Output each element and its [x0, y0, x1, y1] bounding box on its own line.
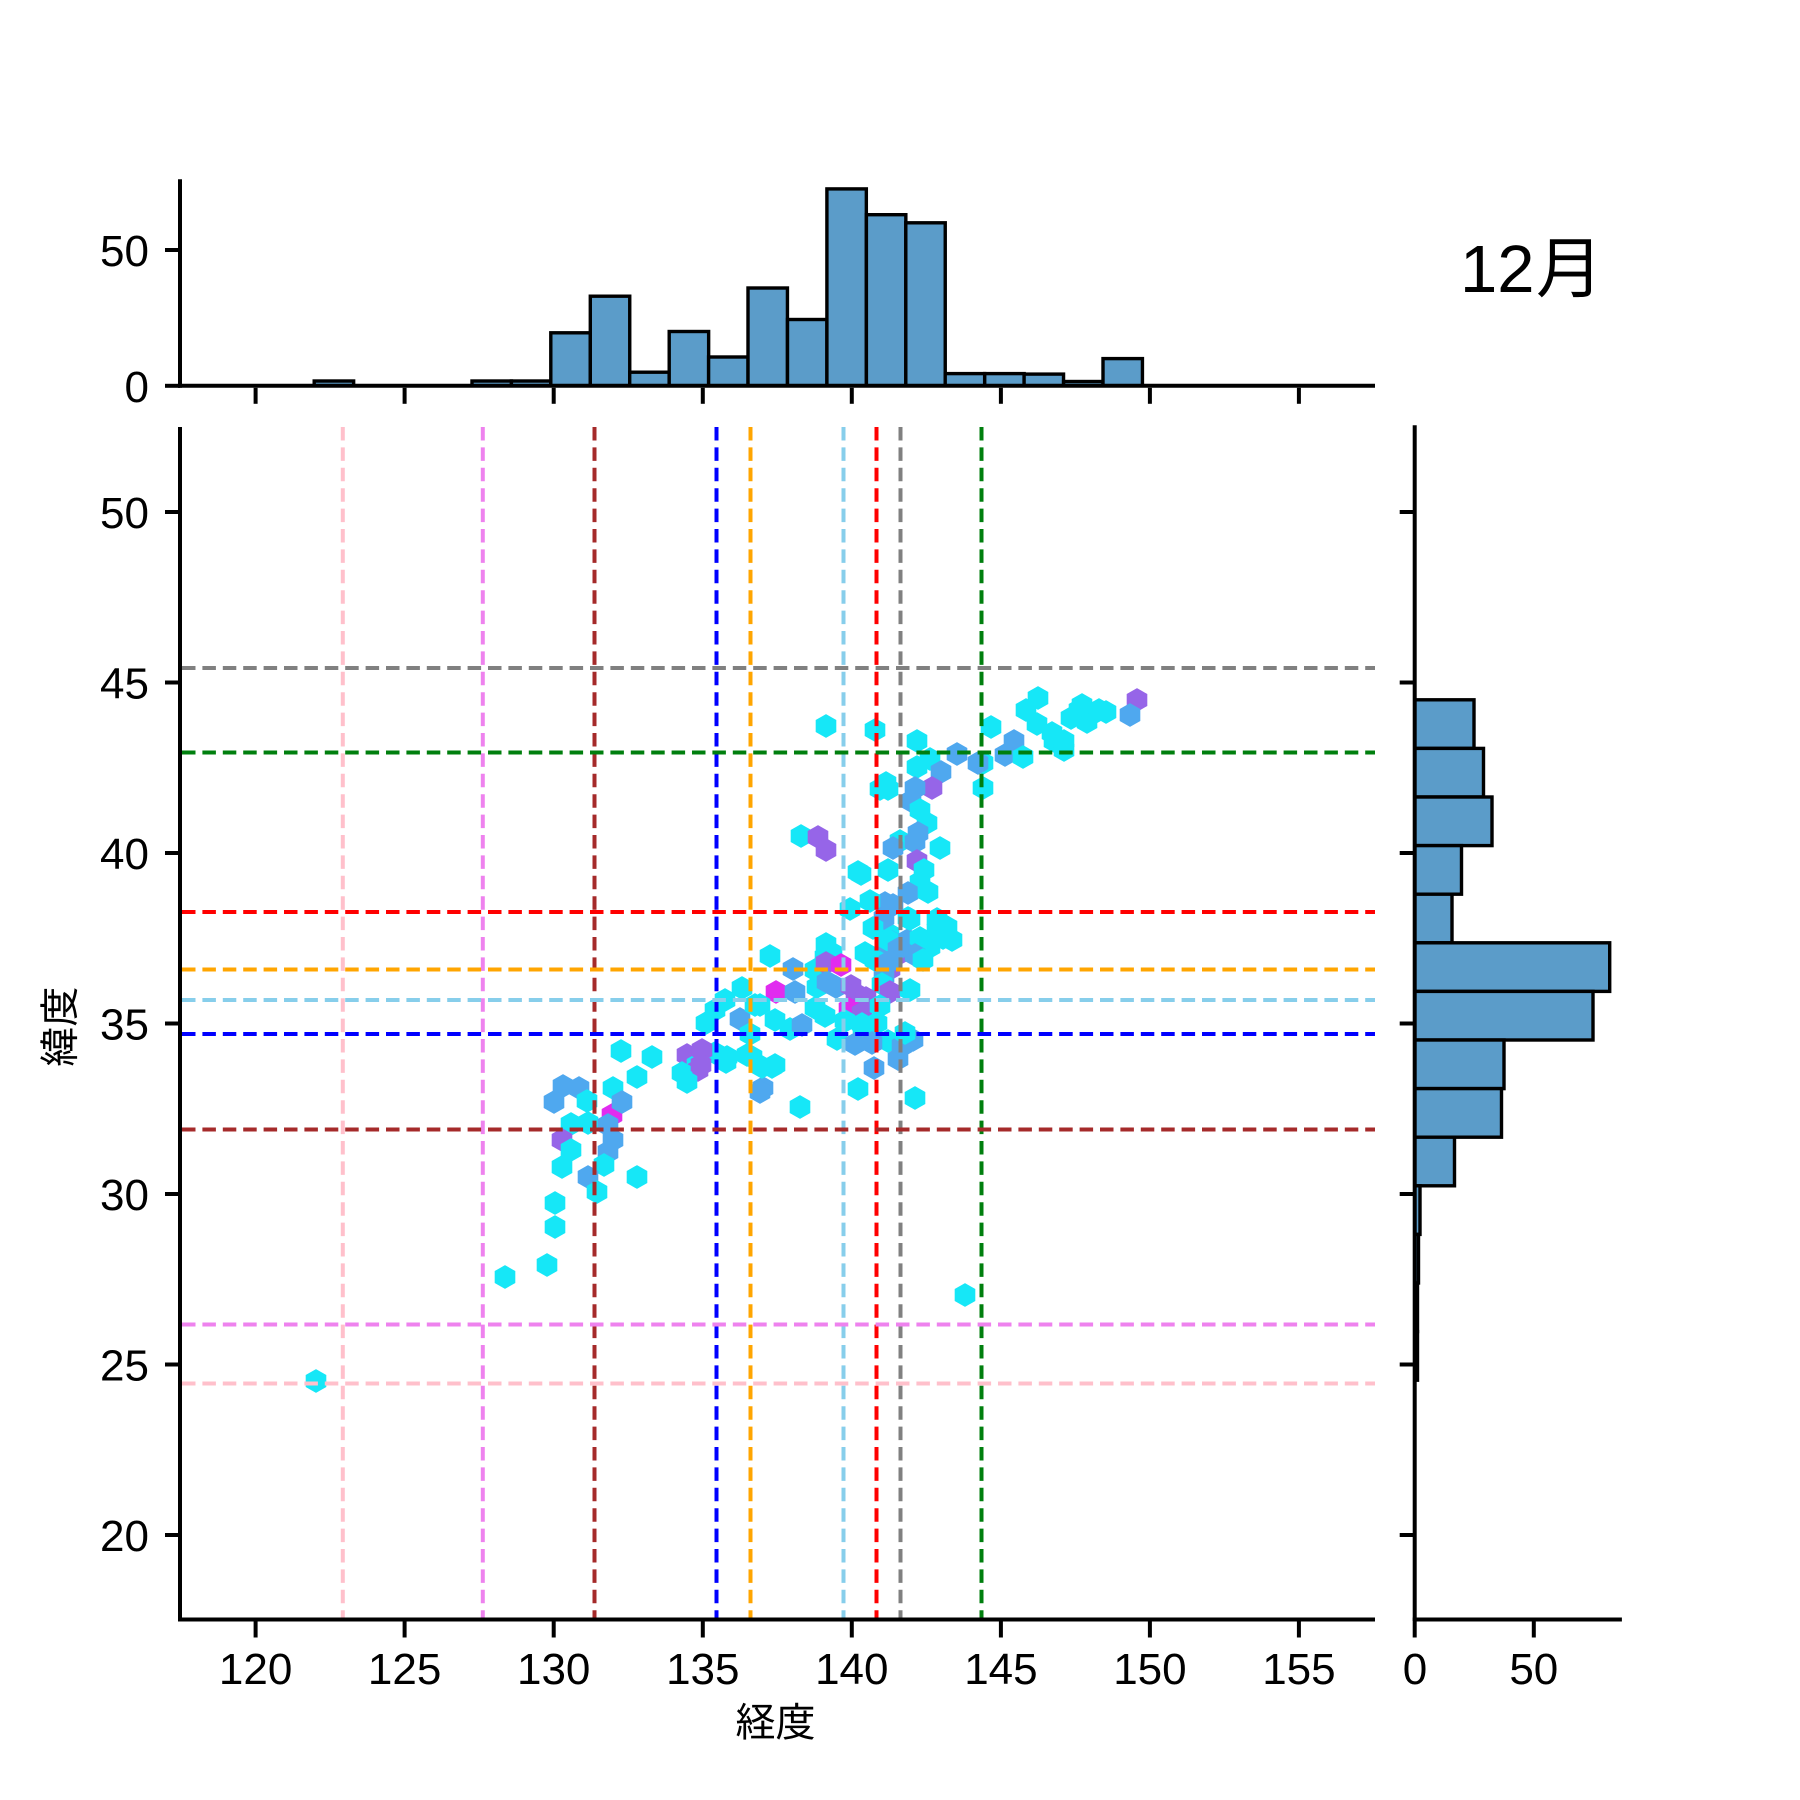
- svg-text:0: 0: [1403, 1645, 1427, 1694]
- svg-text:135: 135: [666, 1645, 739, 1694]
- svg-text:120: 120: [219, 1645, 292, 1694]
- svg-text:20: 20: [100, 1512, 149, 1561]
- svg-text:25: 25: [100, 1342, 149, 1391]
- svg-text:40: 40: [100, 830, 149, 879]
- svg-text:45: 45: [100, 660, 149, 709]
- svg-text:50: 50: [100, 227, 149, 276]
- svg-text:125: 125: [368, 1645, 441, 1694]
- svg-text:50: 50: [1509, 1645, 1558, 1694]
- svg-text:155: 155: [1262, 1645, 1335, 1694]
- svg-text:12: 12: [1460, 232, 1535, 307]
- svg-text:0: 0: [125, 363, 149, 412]
- svg-text:130: 130: [517, 1645, 590, 1694]
- svg-text:145: 145: [964, 1645, 1037, 1694]
- svg-text:35: 35: [100, 1001, 149, 1050]
- svg-text:150: 150: [1113, 1645, 1186, 1694]
- svg-text:140: 140: [815, 1645, 888, 1694]
- svg-text:30: 30: [100, 1171, 149, 1220]
- svg-text:50: 50: [100, 489, 149, 538]
